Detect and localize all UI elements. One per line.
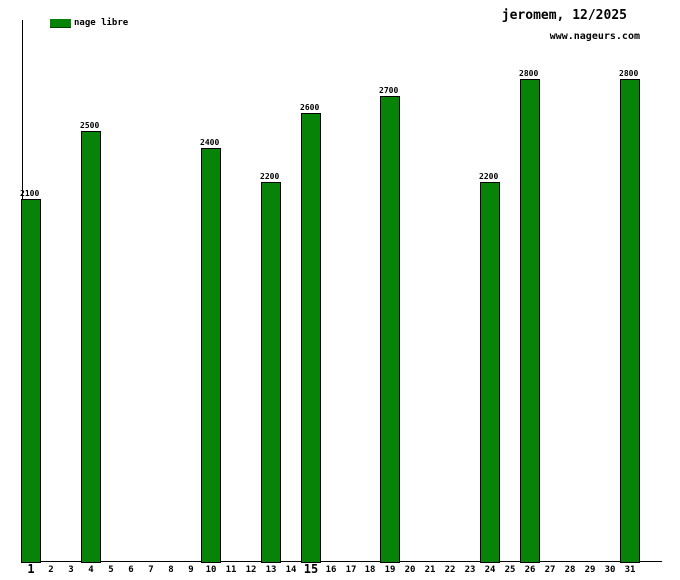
x-tick-label-4: 4 bbox=[88, 565, 94, 575]
bar-day-4 bbox=[81, 131, 101, 563]
x-axis-line bbox=[22, 561, 662, 562]
x-tick-label-23: 23 bbox=[464, 565, 476, 575]
x-tick-label-3: 3 bbox=[68, 565, 74, 575]
bar-value-label-day-24: 2200 bbox=[479, 172, 499, 181]
x-tick-label-30: 30 bbox=[604, 565, 616, 575]
x-tick-label-9: 9 bbox=[188, 565, 194, 575]
x-tick-label-16: 16 bbox=[325, 565, 337, 575]
chart-title: jeromem, 12/2025 bbox=[501, 8, 627, 23]
bar-day-1 bbox=[21, 199, 41, 563]
bar-value-label-day-10: 2400 bbox=[200, 138, 220, 147]
x-tick-label-18: 18 bbox=[364, 565, 376, 575]
bar-day-24 bbox=[480, 182, 500, 563]
x-tick-label-26: 26 bbox=[524, 565, 536, 575]
x-tick-label-6: 6 bbox=[128, 565, 134, 575]
bar-day-31 bbox=[620, 79, 640, 563]
bar-day-19 bbox=[380, 96, 400, 563]
x-tick-label-22: 22 bbox=[444, 565, 456, 575]
x-tick-label-14: 14 bbox=[285, 565, 297, 575]
x-tick-label-17: 17 bbox=[345, 565, 357, 575]
bar-day-10 bbox=[201, 148, 221, 563]
bar-value-label-day-26: 2800 bbox=[519, 69, 539, 78]
x-tick-label-15: 15 bbox=[303, 562, 319, 576]
x-tick-label-5: 5 bbox=[108, 565, 114, 575]
bar-value-label-day-31: 2800 bbox=[619, 69, 639, 78]
x-tick-label-19: 19 bbox=[384, 565, 396, 575]
x-tick-label-27: 27 bbox=[544, 565, 556, 575]
bar-value-label-day-15: 2600 bbox=[300, 103, 320, 112]
x-tick-label-31: 31 bbox=[624, 565, 636, 575]
x-tick-label-20: 20 bbox=[404, 565, 416, 575]
bar-day-26 bbox=[520, 79, 540, 563]
x-tick-label-21: 21 bbox=[424, 565, 436, 575]
legend-color-swatch bbox=[50, 19, 71, 28]
x-tick-label-7: 7 bbox=[148, 565, 154, 575]
x-tick-label-8: 8 bbox=[168, 565, 174, 575]
website-label: www.nageurs.com bbox=[549, 31, 640, 42]
bar-day-13 bbox=[261, 182, 281, 563]
x-tick-label-29: 29 bbox=[584, 565, 596, 575]
x-tick-label-11: 11 bbox=[225, 565, 237, 575]
x-tick-label-10: 10 bbox=[205, 565, 217, 575]
legend-label: nage libre bbox=[74, 18, 129, 28]
x-tick-label-24: 24 bbox=[484, 565, 496, 575]
bar-value-label-day-13: 2200 bbox=[260, 172, 280, 181]
bar-value-label-day-4: 2500 bbox=[80, 121, 100, 130]
x-tick-label-2: 2 bbox=[48, 565, 54, 575]
bar-day-15 bbox=[301, 113, 321, 563]
x-tick-label-28: 28 bbox=[564, 565, 576, 575]
bar-value-label-day-1: 2100 bbox=[20, 189, 40, 198]
bar-value-label-day-19: 2700 bbox=[379, 86, 399, 95]
x-tick-label-13: 13 bbox=[265, 565, 277, 575]
x-tick-label-1: 1 bbox=[27, 562, 35, 576]
x-tick-label-25: 25 bbox=[504, 565, 516, 575]
x-tick-label-12: 12 bbox=[245, 565, 257, 575]
